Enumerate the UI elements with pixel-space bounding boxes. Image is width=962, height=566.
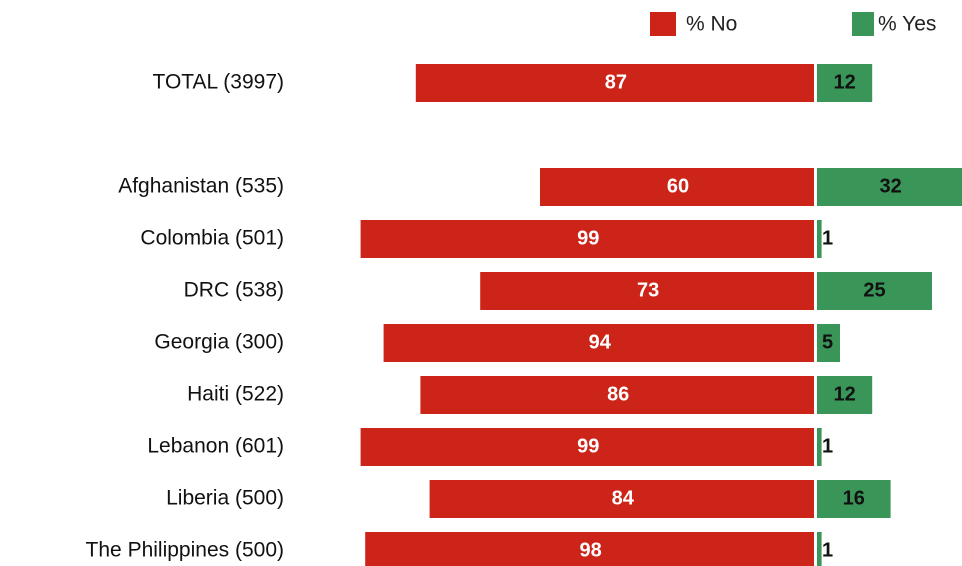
category-label: DRC (538) [184, 279, 284, 302]
value-label: 99 [577, 435, 599, 457]
bar-no [360, 428, 814, 466]
bar-no [383, 324, 814, 362]
value-label: 12 [833, 71, 855, 93]
bar-no [420, 376, 814, 414]
legend-label: % Yes [878, 13, 936, 36]
value-label: 1 [822, 227, 833, 249]
value-label: 94 [589, 331, 612, 353]
bar-yes [817, 272, 932, 310]
value-label: 5 [822, 331, 833, 353]
value-label: 32 [879, 175, 901, 197]
value-label: 25 [863, 279, 885, 301]
bar-yes [817, 428, 822, 466]
bar-yes [817, 220, 822, 258]
category-label: Lebanon (601) [147, 435, 284, 458]
legend-swatch [650, 12, 676, 36]
value-label: 12 [833, 383, 855, 405]
bar-yes [817, 532, 822, 566]
category-label: Afghanistan (535) [118, 175, 284, 198]
category-label: TOTAL (3997) [153, 71, 285, 94]
category-label: Liberia (500) [166, 487, 284, 510]
legend-swatch [852, 12, 874, 36]
value-label: 84 [612, 487, 635, 509]
bar-no [540, 168, 814, 206]
bar-no [480, 272, 814, 310]
bar-yes [817, 376, 873, 414]
bar-yes [817, 480, 891, 518]
value-label: 16 [843, 487, 865, 509]
legend-label: % No [686, 13, 737, 36]
bar-no [429, 480, 814, 518]
value-label: 99 [577, 227, 599, 249]
value-label: 87 [605, 71, 627, 93]
value-label: 60 [667, 175, 689, 197]
value-label: 73 [637, 279, 659, 301]
bar-no [365, 532, 814, 566]
bar-yes [817, 64, 873, 102]
value-label: 86 [607, 383, 629, 405]
bar-yes [817, 168, 962, 206]
category-label: Colombia (501) [140, 227, 284, 250]
value-label: 1 [822, 539, 833, 561]
bar-no [360, 220, 814, 258]
category-label: Georgia (300) [154, 331, 284, 354]
category-label: Haiti (522) [187, 383, 284, 406]
bar-no [415, 64, 814, 102]
category-label: The Philippines (500) [86, 539, 284, 562]
value-label: 1 [822, 435, 833, 457]
bar-yes [817, 324, 840, 362]
value-label: 98 [579, 539, 601, 561]
